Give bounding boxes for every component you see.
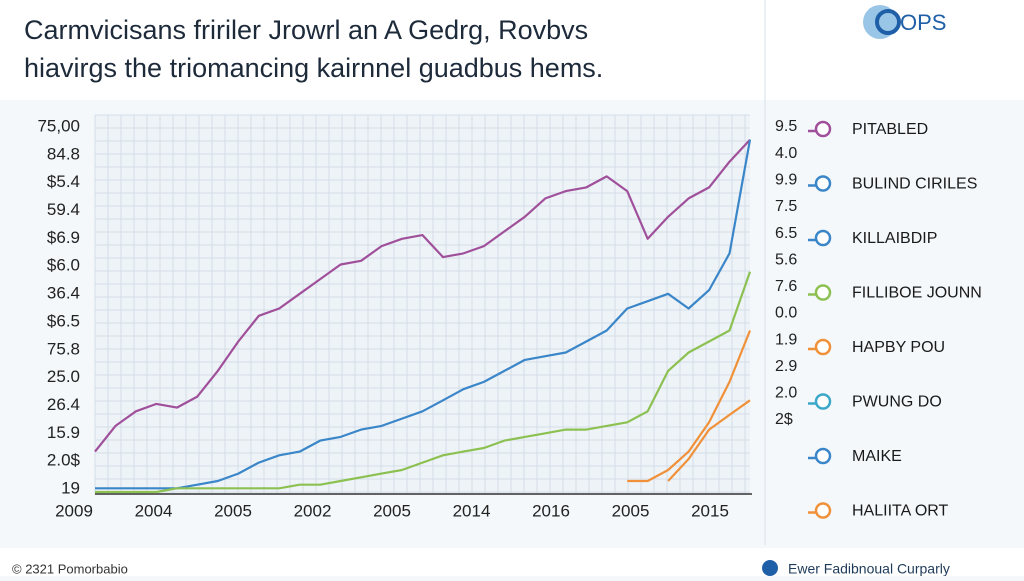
x-axis-label: 2005 bbox=[214, 501, 252, 520]
y2-axis-label: 6.5 bbox=[775, 225, 797, 242]
y-axis-label: 25.0 bbox=[47, 367, 80, 386]
y-axis-label: $6.5 bbox=[47, 311, 80, 330]
legend-label: PITABLED bbox=[852, 121, 928, 138]
series-line bbox=[627, 330, 752, 483]
legend-label: BULIND CIRILES bbox=[852, 176, 977, 193]
y-axis-label: 36.4 bbox=[47, 284, 80, 303]
y-axis-label: 2.0$ bbox=[47, 451, 81, 470]
legend-marker bbox=[814, 502, 832, 519]
y-axis-label: 26.4 bbox=[47, 395, 80, 414]
footer-bg bbox=[0, 548, 1024, 576]
legend-label: KILLAIBDIP bbox=[852, 230, 937, 247]
y-axis-label: 19 bbox=[61, 478, 80, 497]
grid bbox=[94, 114, 750, 494]
legend-label: FILLIBOE JOUNN bbox=[852, 285, 982, 302]
footer-left: © 2321 Pomorbabio bbox=[12, 561, 128, 576]
y-axis-label: 15.9 bbox=[47, 423, 80, 442]
y-axis-label: 59.4 bbox=[47, 200, 80, 219]
subtitle: hiavirgs the triomancing kairnnel guadbu… bbox=[24, 53, 603, 83]
y-axis-label: 75.8 bbox=[47, 339, 80, 358]
y-axis-label: 75,00 bbox=[37, 116, 80, 135]
legend-marker bbox=[814, 175, 832, 192]
x-axis-label: 2016 bbox=[532, 501, 570, 520]
y-axis-label: $6.9 bbox=[47, 228, 80, 247]
y-axis-label: 84.8 bbox=[47, 144, 80, 163]
logo-icon bbox=[875, 9, 901, 35]
legend-marker bbox=[814, 447, 832, 465]
legend-marker bbox=[814, 229, 832, 247]
x-axis-label: 2014 bbox=[453, 501, 491, 520]
title: Carmvicisans fririler Jrowrl an A Gedrg,… bbox=[24, 15, 588, 45]
series-line bbox=[95, 271, 752, 494]
x-axis-label: 2002 bbox=[294, 501, 332, 520]
y2-axis-label: 0.0 bbox=[775, 305, 797, 322]
legend-label: MAIKE bbox=[852, 448, 902, 465]
series-line bbox=[667, 399, 751, 482]
legend-label: HALIITA ORT bbox=[852, 503, 949, 520]
series-line bbox=[95, 139, 752, 490]
y2-axis-label: 9.9 bbox=[775, 171, 797, 188]
legend-label: HAPBY POU bbox=[852, 339, 945, 356]
x-axis-label: 2005 bbox=[373, 501, 411, 520]
x-axis-label: 2015 bbox=[691, 501, 729, 520]
legend-marker bbox=[814, 393, 832, 410]
y2-axis-label: 7.6 bbox=[775, 278, 797, 295]
y-axis-label: $6.0 bbox=[47, 256, 80, 275]
y2-axis-label: 2.9 bbox=[775, 358, 797, 375]
footer-icon bbox=[762, 560, 778, 576]
y2-axis-label: 2.0 bbox=[775, 385, 797, 402]
footer-right: Ewer Fadibnoual Curparly bbox=[788, 561, 950, 576]
header-bg bbox=[0, 0, 1024, 100]
y2-axis-label: 7.5 bbox=[775, 198, 797, 215]
x-axis-label: 2004 bbox=[135, 501, 173, 520]
y-axis-label: $5.4 bbox=[47, 172, 80, 191]
x-axis-label: 2005 bbox=[612, 501, 650, 520]
y2-axis-label: 4.0 bbox=[775, 145, 797, 162]
y2-axis-label: 1.9 bbox=[775, 331, 797, 348]
logo-icon bbox=[863, 5, 897, 39]
x-axis-label: 2009 bbox=[55, 501, 93, 520]
legend-marker bbox=[814, 120, 832, 138]
y2-axis-label: 2$ bbox=[775, 411, 793, 428]
y2-axis-label: 9.5 bbox=[775, 118, 797, 135]
legend-marker bbox=[814, 338, 832, 356]
legend-marker bbox=[814, 284, 832, 301]
series-line bbox=[94, 138, 751, 453]
y2-axis-label: 5.6 bbox=[775, 251, 797, 268]
legend-label: PWUNG DO bbox=[852, 394, 942, 411]
plot-area bbox=[95, 115, 750, 495]
logo: OPS bbox=[900, 10, 946, 35]
